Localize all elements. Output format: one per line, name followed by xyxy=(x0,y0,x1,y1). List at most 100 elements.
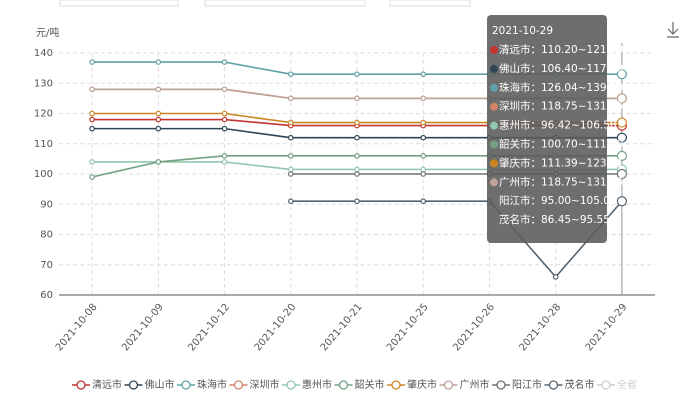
y-tick-label: 140 xyxy=(34,48,53,59)
x-tick-label: 2021-10-29 xyxy=(584,302,630,354)
tooltip-title: 2021-10-29 xyxy=(492,25,553,37)
data-point xyxy=(616,132,627,143)
y-tick-label: 90 xyxy=(40,199,53,210)
legend-marker xyxy=(548,380,559,390)
y-tick-label: 130 xyxy=(34,78,53,89)
data-point xyxy=(354,134,360,141)
data-point xyxy=(354,198,360,205)
data-point xyxy=(354,153,360,159)
data-point xyxy=(221,116,228,123)
tooltip-dot xyxy=(490,140,498,149)
y-axis-label: 元/吨 xyxy=(36,26,59,39)
data-point xyxy=(155,110,162,117)
legend-item[interactable]: 阳江市 xyxy=(492,378,542,391)
legend-item[interactable]: 全省 xyxy=(597,378,637,391)
tooltip-dot xyxy=(490,46,498,54)
x-tick-label: 2021-10-20 xyxy=(253,302,299,354)
legend-label: 广州市 xyxy=(460,378,490,391)
legend-item[interactable]: 佛山市 xyxy=(124,378,175,391)
data-point xyxy=(354,119,360,126)
tooltip-dot xyxy=(490,178,498,187)
legend-label: 深圳市 xyxy=(250,378,280,391)
legend-label: 阳江市 xyxy=(512,378,542,391)
legend-item[interactable]: 珠海市 xyxy=(177,378,227,391)
tooltip-dot xyxy=(490,64,498,73)
data-point xyxy=(221,110,228,117)
data-point xyxy=(420,153,427,159)
data-point xyxy=(354,71,360,77)
toolbar-box xyxy=(389,0,471,7)
legend-item[interactable]: 惠州市 xyxy=(282,378,332,391)
tooltip-row: 清远市：110.20~121.80 xyxy=(499,43,623,56)
legend-marker xyxy=(601,380,611,390)
data-point xyxy=(354,95,360,102)
legend-marker xyxy=(443,380,454,390)
data-point xyxy=(616,168,627,180)
legend-label: 韶关市 xyxy=(355,378,385,391)
y-tick-label: 100 xyxy=(34,169,53,180)
data-point xyxy=(287,71,294,77)
data-point xyxy=(89,59,95,65)
x-tick-label: 2021-10-25 xyxy=(385,302,431,354)
y-tick-label: 60 xyxy=(40,290,53,301)
legend-marker xyxy=(496,380,506,390)
data-point xyxy=(155,116,162,123)
data-point xyxy=(287,119,294,126)
legend-marker xyxy=(391,380,401,390)
data-point xyxy=(155,86,162,93)
legend-item[interactable]: 韶关市 xyxy=(334,378,385,391)
y-tick-label: 110 xyxy=(34,139,53,150)
tooltip: 2021-10-29 清远市：110.20~121.80 佛山市：106.40~11… xyxy=(487,15,623,243)
legend-label: 珠海市 xyxy=(197,378,227,391)
y-tick-label: 70 xyxy=(40,260,53,271)
legend-item[interactable]: 深圳市 xyxy=(229,378,280,391)
x-tick-label: 2021-10-28 xyxy=(517,302,563,354)
download-icon[interactable] xyxy=(667,22,679,38)
data-point xyxy=(221,59,228,65)
tooltip-row: 深圳市：118.75~131.25 xyxy=(499,100,623,113)
data-point xyxy=(287,171,294,177)
legend-marker xyxy=(181,380,191,390)
x-tick-label: 2021-10-08 xyxy=(54,302,100,354)
data-point xyxy=(221,125,228,132)
data-point xyxy=(616,93,627,104)
legend-item[interactable]: 清远市 xyxy=(72,378,122,391)
data-point xyxy=(420,95,427,102)
x-tick-label: 2021-10-21 xyxy=(319,302,365,354)
legend-label: 惠州市 xyxy=(302,378,332,391)
data-point xyxy=(287,166,294,173)
data-point xyxy=(287,198,294,205)
series-line xyxy=(290,200,623,279)
data-point xyxy=(89,86,95,93)
legend-item[interactable]: 肇庆市 xyxy=(387,378,437,391)
tooltip-dot xyxy=(490,121,498,130)
legend-label: 茂名市 xyxy=(565,378,595,391)
legend-item[interactable]: 茂名市 xyxy=(544,378,595,391)
tooltip-row: 肇庆市：111.39~123.11 xyxy=(499,156,623,169)
data-point xyxy=(287,134,294,141)
legend-marker xyxy=(76,380,86,390)
x-tick-label: 2021-10-26 xyxy=(451,302,497,354)
data-point xyxy=(221,153,228,159)
data-point xyxy=(420,171,427,177)
data-point xyxy=(89,125,95,132)
data-point xyxy=(221,159,228,165)
legend-marker xyxy=(233,380,244,390)
legend-label: 肇庆市 xyxy=(407,378,437,391)
tooltip-row: 广州市：118.75~131.25 xyxy=(499,175,623,188)
data-point xyxy=(287,95,294,102)
data-point xyxy=(89,116,95,123)
data-point xyxy=(155,159,162,165)
data-point xyxy=(420,119,427,126)
y-tick-label: 120 xyxy=(34,109,53,120)
legend-item[interactable]: 广州市 xyxy=(439,378,490,391)
legend-label: 清远市 xyxy=(92,378,122,391)
data-point xyxy=(420,198,427,205)
x-tick-label: 2021-10-12 xyxy=(186,302,232,354)
data-point xyxy=(420,71,427,77)
data-point xyxy=(420,166,427,173)
data-point xyxy=(287,153,294,159)
data-point xyxy=(89,174,95,180)
data-point xyxy=(221,86,228,93)
legend-marker xyxy=(128,380,139,390)
